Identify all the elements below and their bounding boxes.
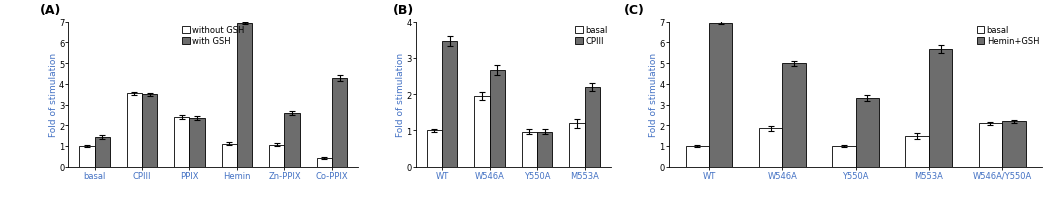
Bar bbox=[759, 129, 782, 167]
Bar bbox=[686, 146, 709, 167]
Y-axis label: Fold of stimulation: Fold of stimulation bbox=[48, 53, 58, 137]
Bar bbox=[222, 144, 237, 167]
Bar bbox=[522, 132, 537, 167]
Bar bbox=[95, 137, 110, 167]
Bar bbox=[978, 124, 1002, 167]
Bar bbox=[782, 64, 806, 167]
Bar bbox=[332, 78, 347, 167]
Bar bbox=[270, 145, 284, 167]
Legend: without GSH, with GSH: without GSH, with GSH bbox=[180, 24, 246, 48]
Bar bbox=[929, 49, 952, 167]
Bar bbox=[426, 131, 442, 167]
Bar bbox=[584, 88, 600, 167]
Bar bbox=[317, 159, 332, 167]
Bar bbox=[284, 113, 300, 167]
Bar bbox=[175, 117, 190, 167]
Bar bbox=[709, 24, 733, 167]
Bar bbox=[906, 136, 929, 167]
Bar bbox=[570, 124, 584, 167]
Text: (B): (B) bbox=[393, 4, 414, 17]
Bar bbox=[537, 132, 553, 167]
Bar bbox=[237, 24, 252, 167]
Bar bbox=[190, 118, 204, 167]
Bar bbox=[855, 99, 879, 167]
Bar bbox=[490, 71, 504, 167]
Bar bbox=[832, 146, 855, 167]
Bar bbox=[475, 97, 490, 167]
Bar bbox=[79, 146, 95, 167]
Bar bbox=[126, 94, 142, 167]
Y-axis label: Fold of stimulation: Fold of stimulation bbox=[396, 53, 405, 137]
Legend: basal, CPIII: basal, CPIII bbox=[574, 24, 609, 48]
Y-axis label: Fold of stimulation: Fold of stimulation bbox=[649, 53, 658, 137]
Text: (A): (A) bbox=[40, 4, 61, 17]
Bar bbox=[442, 42, 457, 167]
Bar bbox=[142, 95, 157, 167]
Text: (C): (C) bbox=[623, 4, 644, 17]
Legend: basal, Hemin+GSH: basal, Hemin+GSH bbox=[975, 24, 1040, 48]
Bar bbox=[1002, 122, 1026, 167]
